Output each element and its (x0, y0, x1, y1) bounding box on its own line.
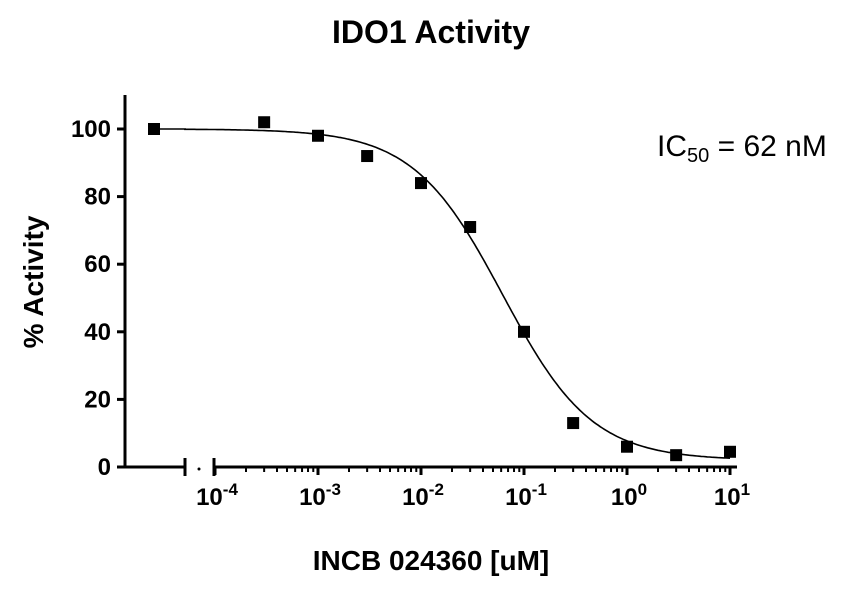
data-point (148, 123, 160, 135)
y-tick-label: 40 (84, 319, 111, 346)
data-point (724, 445, 736, 458)
data-point (258, 116, 271, 129)
y-tick-label: 60 (84, 251, 111, 278)
data-point (670, 449, 683, 462)
x-tick-label: 101 (714, 480, 750, 511)
x-axis-label: INCB 024360 [uM] (312, 545, 550, 576)
chart-title: IDO1 Activity (332, 14, 530, 50)
x-tick-label: 10-4 (196, 480, 238, 511)
x-tick-label: 10-1 (505, 480, 547, 511)
x-tick-label: 10-2 (402, 480, 444, 511)
y-tick-label: 0 (98, 454, 111, 481)
y-tick-label: 80 (84, 184, 111, 211)
ic50-annotation: IC50 = 62 nM (657, 130, 827, 167)
data-point (361, 150, 374, 163)
x-tick-label: 10-3 (299, 480, 341, 511)
data-point (312, 129, 324, 142)
y-tick-label: 20 (84, 386, 111, 413)
data-point (464, 221, 477, 234)
data-point (621, 440, 633, 453)
y-tick-label: 100 (71, 116, 111, 143)
fit-curve (184, 128, 731, 459)
x-tick-label: 100 (611, 480, 647, 511)
data-point (415, 177, 427, 190)
data-point (518, 325, 530, 338)
data-point (567, 417, 580, 430)
